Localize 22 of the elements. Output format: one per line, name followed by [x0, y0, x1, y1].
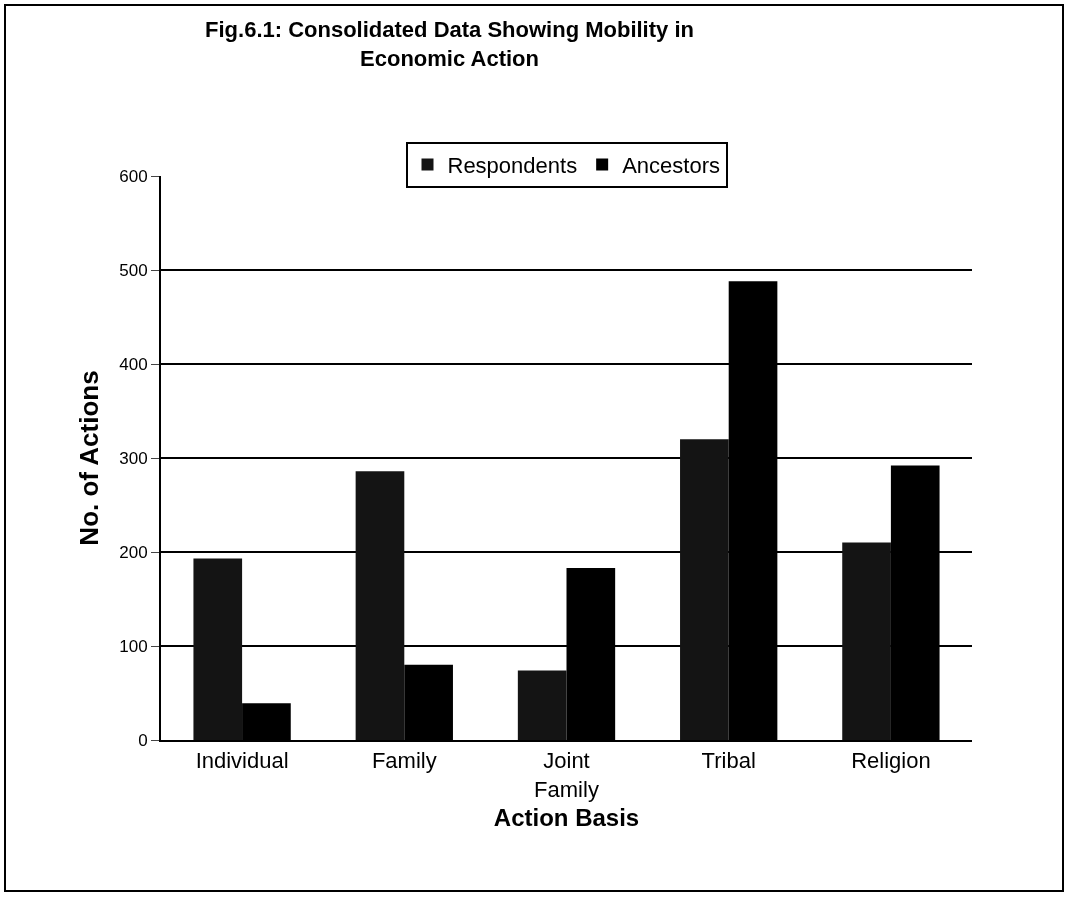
y-axis-title: No. of Actions [74, 370, 104, 546]
y-tick-label: 600 [119, 166, 148, 186]
x-tick-label: Individual [195, 748, 289, 774]
y-tick-label: 400 [119, 354, 148, 374]
legend-label: Ancestors [622, 153, 720, 179]
x-tick-label: Religion [851, 748, 931, 774]
bar [193, 558, 243, 740]
y-tick-label: 500 [119, 260, 148, 280]
x-tick-label: Joint Family [534, 748, 599, 802]
y-tick-label: 300 [119, 448, 148, 468]
y-tick-label: 0 [138, 730, 148, 750]
y-tick-label: 100 [119, 636, 148, 656]
bar [355, 471, 405, 740]
legend-label: Respondents [447, 153, 578, 179]
x-tick-label: Tribal [701, 748, 756, 774]
chart-title: Fig.6.1: Consolidated Data Showing Mobility in Economic Action [205, 16, 694, 71]
bar [842, 542, 891, 740]
y-tick-label: 200 [119, 542, 148, 562]
x-tick-label: Family [371, 748, 437, 774]
x-axis-title: Action Basis [493, 804, 640, 831]
bar [517, 670, 567, 740]
bar [680, 439, 729, 740]
